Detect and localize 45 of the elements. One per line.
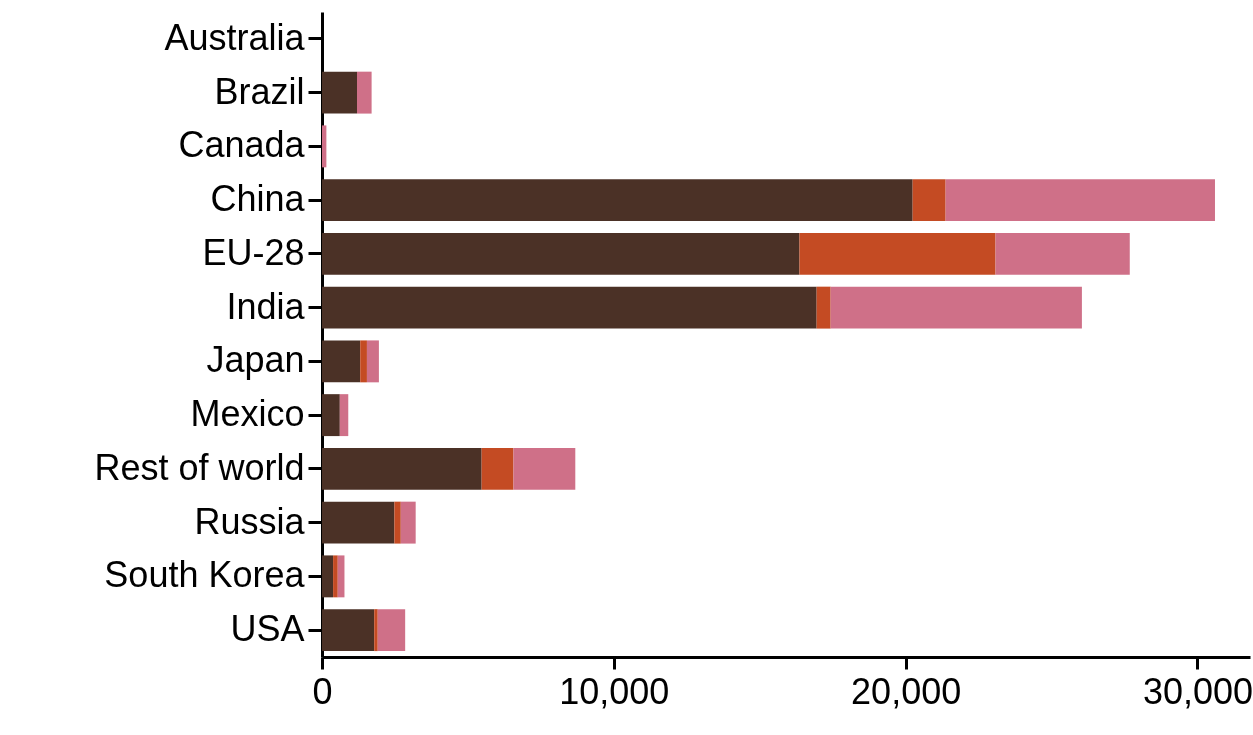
bar <box>995 232 1130 275</box>
bar <box>322 501 395 544</box>
bar <box>322 286 817 329</box>
y-tick-label: EU-28 <box>202 231 305 273</box>
y-tick-label: Japan <box>206 339 305 381</box>
y-tick-label: China <box>210 178 306 220</box>
bar <box>394 501 401 544</box>
bar <box>481 447 514 490</box>
x-tick-label: 10,000 <box>559 670 670 712</box>
bar <box>322 555 334 598</box>
x-tick-label: 30,000 <box>1142 670 1253 712</box>
bar <box>799 232 996 275</box>
bar <box>377 609 406 652</box>
y-tick-label: Russia <box>194 500 306 542</box>
bar <box>360 340 367 383</box>
bar <box>945 179 1215 222</box>
y-tick-label: Brazil <box>214 70 305 112</box>
bar <box>816 286 831 329</box>
bar <box>357 71 372 114</box>
bar <box>322 340 361 383</box>
x-tick-label: 20,000 <box>851 670 962 712</box>
y-tick-label: Australia <box>164 16 306 58</box>
bar <box>322 125 327 168</box>
bar <box>912 179 946 222</box>
bar <box>322 609 375 652</box>
bar <box>830 286 1082 329</box>
y-tick-label: Canada <box>178 124 306 166</box>
bar <box>322 232 800 275</box>
bar <box>366 340 379 383</box>
bar <box>374 609 378 652</box>
bar <box>322 179 913 222</box>
bar <box>513 447 576 490</box>
y-tick-label: India <box>226 285 306 327</box>
bar <box>322 447 482 490</box>
bar <box>337 555 345 598</box>
bar <box>322 71 358 114</box>
bar <box>333 555 338 598</box>
bar <box>339 394 349 437</box>
bar <box>322 394 340 437</box>
bar <box>400 501 416 544</box>
y-tick-label: Rest of world <box>94 446 305 488</box>
y-tick-label: South Korea <box>104 554 306 596</box>
y-tick-label: USA <box>230 608 305 650</box>
y-tick-label: Mexico <box>190 393 305 435</box>
x-tick-label: 0 <box>312 670 333 712</box>
